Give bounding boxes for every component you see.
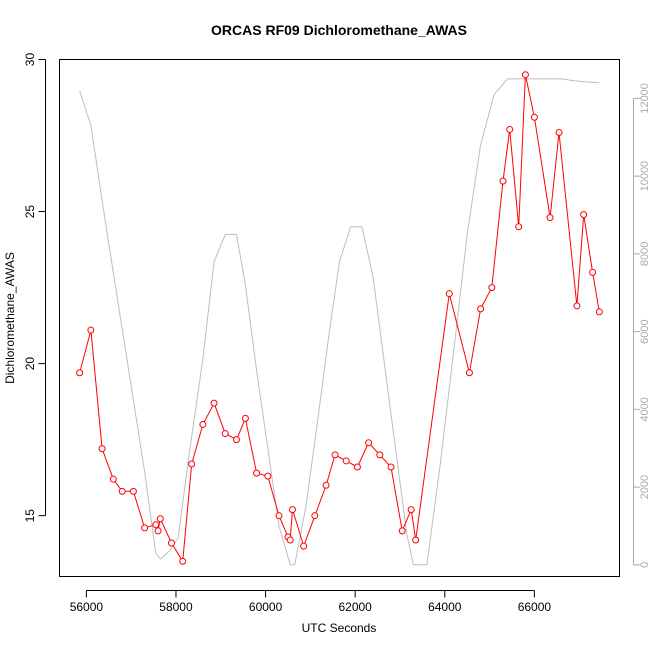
data-point bbox=[555, 128, 563, 136]
data-point bbox=[241, 414, 249, 422]
data-point bbox=[477, 305, 485, 313]
y-tick-label: 25 bbox=[23, 205, 37, 219]
data-point bbox=[499, 177, 507, 185]
x-tick-label: 60000 bbox=[249, 600, 283, 614]
data-point bbox=[322, 481, 330, 489]
data-point bbox=[580, 211, 588, 219]
y-tick-label: 30 bbox=[23, 53, 37, 67]
data-point bbox=[168, 539, 175, 547]
dichloromethane-line bbox=[79, 74, 600, 563]
x-tick-label: 62000 bbox=[338, 600, 372, 614]
data-point bbox=[387, 463, 395, 471]
data-point bbox=[300, 542, 308, 550]
data-point bbox=[465, 369, 473, 377]
series-altitude bbox=[79, 78, 600, 566]
data-point bbox=[199, 420, 207, 428]
data-point bbox=[286, 536, 294, 544]
y2-tick-label: 4000 bbox=[639, 397, 650, 421]
data-point bbox=[506, 125, 514, 133]
data-point bbox=[179, 557, 187, 565]
data-point bbox=[275, 512, 283, 520]
data-point bbox=[353, 463, 361, 471]
chart-title: ORCAS RF09 Dichloromethane_AWAS bbox=[211, 22, 467, 38]
data-point bbox=[152, 521, 160, 529]
data-point bbox=[445, 290, 453, 298]
y-tick-label: 20 bbox=[23, 357, 37, 371]
data-point bbox=[156, 515, 164, 523]
data-point bbox=[87, 326, 95, 334]
data-point bbox=[331, 451, 339, 459]
data-point bbox=[365, 439, 373, 447]
data-point bbox=[76, 369, 84, 377]
data-point bbox=[98, 445, 106, 453]
plot-area bbox=[59, 59, 620, 577]
data-point bbox=[129, 487, 137, 495]
data-point bbox=[288, 506, 296, 514]
data-point bbox=[398, 527, 406, 535]
x-axis-label: UTC Seconds bbox=[302, 621, 377, 635]
data-point bbox=[407, 506, 415, 514]
y2-tick-label: 12000 bbox=[639, 83, 650, 114]
y-axis: 15 20 25 30 bbox=[23, 53, 46, 523]
x-tick-label: 58000 bbox=[159, 600, 193, 614]
x-tick-label: 66000 bbox=[518, 600, 552, 614]
x-tick-label: 64000 bbox=[428, 600, 462, 614]
y-axis-label: Dichloromethane_AWAS bbox=[3, 252, 17, 384]
y2-axis: 0 2000 4000 6000 8000 10000 12000 bbox=[633, 83, 650, 568]
data-point bbox=[546, 214, 554, 222]
series-dichloromethane bbox=[76, 71, 603, 565]
data-point bbox=[118, 487, 126, 495]
data-point bbox=[154, 527, 162, 535]
data-point bbox=[530, 113, 538, 121]
y2-tick-label: 6000 bbox=[639, 319, 650, 343]
data-point bbox=[573, 302, 581, 310]
data-point bbox=[210, 399, 218, 407]
y2-tick-label: 0 bbox=[639, 562, 650, 568]
data-point bbox=[311, 512, 319, 520]
y-tick-label: 15 bbox=[23, 509, 37, 523]
data-point bbox=[521, 71, 529, 79]
x-axis: 56000 58000 60000 62000 64000 66000 bbox=[70, 590, 552, 614]
x-tick-label: 56000 bbox=[70, 600, 104, 614]
data-point bbox=[342, 457, 350, 465]
data-point bbox=[188, 460, 196, 468]
data-point bbox=[221, 430, 229, 438]
data-point bbox=[264, 472, 272, 480]
data-point bbox=[488, 284, 496, 292]
data-point bbox=[515, 223, 523, 231]
data-point bbox=[376, 451, 384, 459]
data-point bbox=[412, 536, 420, 544]
data-point bbox=[595, 308, 603, 316]
y2-tick-label: 10000 bbox=[639, 161, 650, 192]
y2-tick-label: 8000 bbox=[639, 242, 650, 266]
data-point bbox=[232, 436, 240, 444]
data-point bbox=[589, 268, 597, 276]
data-point bbox=[109, 475, 117, 483]
y2-tick-label: 2000 bbox=[639, 475, 650, 499]
altitude-line bbox=[79, 78, 600, 566]
data-point bbox=[253, 469, 261, 477]
data-point bbox=[141, 524, 149, 532]
